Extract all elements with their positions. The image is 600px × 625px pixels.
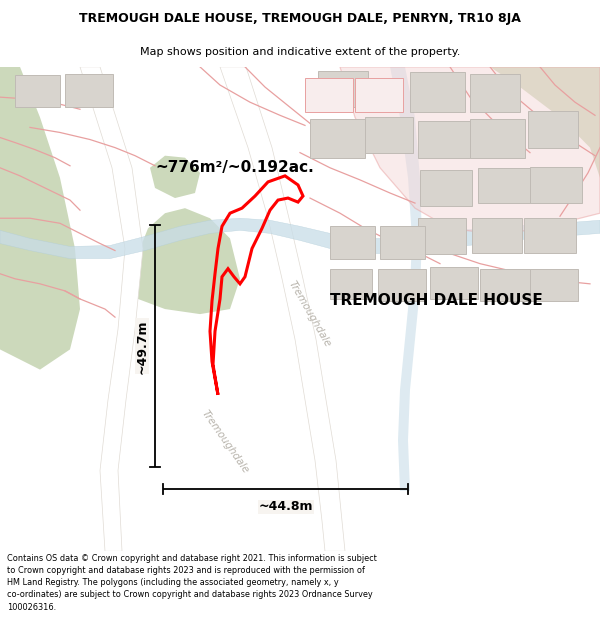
Bar — [380, 226, 425, 259]
Text: ~49.7m: ~49.7m — [136, 319, 149, 374]
Bar — [418, 121, 470, 158]
Bar — [470, 119, 525, 158]
Bar — [530, 167, 582, 203]
Text: Contains OS data © Crown copyright and database right 2021. This information is : Contains OS data © Crown copyright and d… — [7, 554, 377, 611]
Text: ~44.8m: ~44.8m — [258, 501, 313, 513]
Polygon shape — [0, 67, 80, 369]
Bar — [418, 218, 466, 254]
Polygon shape — [220, 67, 345, 551]
Bar — [420, 170, 472, 206]
Polygon shape — [390, 67, 422, 491]
Bar — [310, 119, 365, 158]
Bar — [15, 75, 60, 108]
Bar — [480, 269, 530, 301]
Polygon shape — [0, 218, 600, 259]
Bar — [355, 78, 403, 112]
Text: Tremoughdale: Tremoughdale — [199, 409, 251, 476]
Bar — [330, 269, 372, 299]
Text: Tremoughdale: Tremoughdale — [287, 279, 333, 349]
Bar — [410, 72, 465, 112]
Polygon shape — [490, 67, 600, 178]
Polygon shape — [150, 156, 200, 198]
Bar — [365, 118, 413, 152]
Bar — [478, 168, 530, 203]
Bar — [524, 218, 576, 252]
Bar — [330, 226, 375, 259]
Bar — [378, 269, 426, 301]
Bar — [65, 74, 113, 108]
Bar — [472, 218, 522, 252]
Bar — [528, 111, 578, 148]
Bar — [470, 74, 520, 112]
Bar — [430, 267, 478, 299]
Text: Map shows position and indicative extent of the property.: Map shows position and indicative extent… — [140, 47, 460, 57]
Text: ~776m²/~0.192ac.: ~776m²/~0.192ac. — [155, 160, 314, 175]
Bar — [318, 71, 368, 108]
Text: TREMOUGH DALE HOUSE: TREMOUGH DALE HOUSE — [330, 294, 543, 309]
Polygon shape — [340, 67, 600, 233]
Text: TREMOUGH DALE HOUSE, TREMOUGH DALE, PENRYN, TR10 8JA: TREMOUGH DALE HOUSE, TREMOUGH DALE, PENR… — [79, 12, 521, 25]
Polygon shape — [80, 67, 143, 551]
Bar — [530, 269, 578, 301]
Bar — [305, 78, 353, 112]
Polygon shape — [138, 208, 240, 314]
